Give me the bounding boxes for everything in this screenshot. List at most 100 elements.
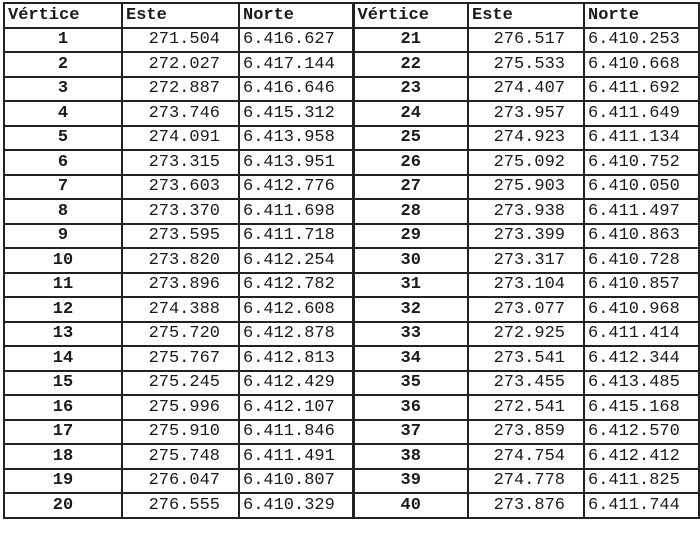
norte-value: 6.410.857 — [583, 271, 700, 298]
este-value: 273.746 — [121, 100, 240, 127]
vertex-number: 15 — [3, 369, 123, 396]
este-value: 275.720 — [121, 320, 240, 347]
table-row: 13 275.720 6.412.878 33 272.925 6.411.414 — [3, 320, 700, 347]
norte-value: 6.417.144 — [238, 51, 354, 78]
vertex-number: 27 — [351, 173, 469, 200]
este-value: 273.077 — [467, 296, 585, 323]
norte-value: 6.413.951 — [238, 149, 354, 176]
este-value: 275.748 — [121, 443, 240, 470]
vertex-number: 36 — [351, 394, 469, 421]
este-value: 276.555 — [121, 492, 240, 519]
table-row: 18 275.748 6.411.491 38 274.754 6.412.412 — [3, 443, 700, 470]
table-row: 10 273.820 6.412.254 30 273.317 6.410.728 — [3, 247, 700, 274]
este-value: 273.859 — [467, 418, 585, 445]
este-value: 275.910 — [121, 418, 240, 445]
vertex-number: 8 — [3, 198, 123, 225]
table-row: 9 273.595 6.411.718 29 273.399 6.410.863 — [3, 222, 700, 249]
norte-value: 6.412.608 — [238, 296, 354, 323]
este-value: 271.504 — [121, 26, 240, 53]
vertex-number: 38 — [351, 443, 469, 470]
vertex-number: 12 — [3, 296, 123, 323]
norte-value: 6.412.412 — [583, 443, 700, 470]
este-value: 273.820 — [121, 247, 240, 274]
table-row: 12 274.388 6.412.608 32 273.077 6.410.968 — [3, 296, 700, 323]
vertex-number: 10 — [3, 247, 123, 274]
vertex-number: 28 — [351, 198, 469, 225]
norte-value: 6.415.168 — [583, 394, 700, 421]
norte-value: 6.412.813 — [238, 345, 354, 372]
este-value: 273.595 — [121, 222, 240, 249]
este-value: 275.767 — [121, 345, 240, 372]
table-row: 6 273.315 6.413.951 26 275.092 6.410.752 — [3, 149, 700, 176]
norte-value: 6.416.646 — [238, 75, 354, 102]
vertex-number: 24 — [351, 100, 469, 127]
este-value: 274.754 — [467, 443, 585, 470]
norte-value: 6.410.863 — [583, 222, 700, 249]
header-este: Este — [467, 2, 585, 29]
este-value: 272.887 — [121, 75, 240, 102]
vertex-number: 21 — [351, 26, 469, 53]
vertex-number: 30 — [351, 247, 469, 274]
table-row: 5 274.091 6.413.958 25 274.923 6.411.134 — [3, 124, 700, 151]
norte-value: 6.412.429 — [238, 369, 354, 396]
vertex-number: 9 — [3, 222, 123, 249]
vertex-number: 35 — [351, 369, 469, 396]
norte-value: 6.410.752 — [583, 149, 700, 176]
este-value: 273.315 — [121, 149, 240, 176]
este-value: 274.923 — [467, 124, 585, 151]
vertex-number: 22 — [351, 51, 469, 78]
este-value: 272.027 — [121, 51, 240, 78]
este-value: 273.317 — [467, 247, 585, 274]
vertex-number: 25 — [351, 124, 469, 151]
norte-value: 6.412.782 — [238, 271, 354, 298]
este-value: 273.603 — [121, 173, 240, 200]
este-value: 273.876 — [467, 492, 585, 519]
norte-value: 6.411.846 — [238, 418, 354, 445]
norte-value: 6.410.728 — [583, 247, 700, 274]
vertex-number: 17 — [3, 418, 123, 445]
este-value: 275.092 — [467, 149, 585, 176]
header-norte: Norte — [583, 2, 700, 29]
norte-value: 6.410.329 — [238, 492, 354, 519]
table-row: 20 276.555 6.410.329 40 273.876 6.411.744 — [3, 492, 700, 519]
este-value: 276.517 — [467, 26, 585, 53]
table-row: 8 273.370 6.411.698 28 273.938 6.411.497 — [3, 198, 700, 225]
norte-value: 6.410.253 — [583, 26, 700, 53]
vertex-number: 3 — [3, 75, 123, 102]
vertex-number: 33 — [351, 320, 469, 347]
vertex-number: 20 — [3, 492, 123, 519]
vertex-number: 37 — [351, 418, 469, 445]
table-row: 17 275.910 6.411.846 37 273.859 6.412.570 — [3, 418, 700, 445]
norte-value: 6.410.807 — [238, 467, 354, 494]
este-value: 275.245 — [121, 369, 240, 396]
vertex-number: 1 — [3, 26, 123, 53]
vertex-number: 34 — [351, 345, 469, 372]
vertex-number: 19 — [3, 467, 123, 494]
este-value: 273.541 — [467, 345, 585, 372]
este-value: 272.541 — [467, 394, 585, 421]
vertex-number: 31 — [351, 271, 469, 298]
este-value: 274.407 — [467, 75, 585, 102]
vertex-number: 29 — [351, 222, 469, 249]
este-value: 276.047 — [121, 467, 240, 494]
table-row: 16 275.996 6.412.107 36 272.541 6.415.168 — [3, 394, 700, 421]
table-row: 2 272.027 6.417.144 22 275.533 6.410.668 — [3, 51, 700, 78]
vertex-number: 40 — [351, 492, 469, 519]
norte-value: 6.411.491 — [238, 443, 354, 470]
norte-value: 6.412.776 — [238, 173, 354, 200]
norte-value: 6.412.878 — [238, 320, 354, 347]
norte-value: 6.412.107 — [238, 394, 354, 421]
vertex-number: 2 — [3, 51, 123, 78]
header-vertice: Vértice — [3, 2, 123, 29]
norte-value: 6.411.698 — [238, 198, 354, 225]
norte-value: 6.412.570 — [583, 418, 700, 445]
vertex-number: 23 — [351, 75, 469, 102]
norte-value: 6.413.485 — [583, 369, 700, 396]
vertex-number: 26 — [351, 149, 469, 176]
vertex-number: 5 — [3, 124, 123, 151]
norte-value: 6.411.825 — [583, 467, 700, 494]
vertex-number: 4 — [3, 100, 123, 127]
vertex-number: 14 — [3, 345, 123, 372]
vertex-number: 7 — [3, 173, 123, 200]
table-row: 11 273.896 6.412.782 31 273.104 6.410.857 — [3, 271, 700, 298]
